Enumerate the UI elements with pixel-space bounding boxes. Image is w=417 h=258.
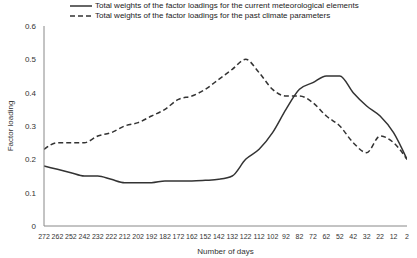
svg-text:2: 2 [405, 233, 409, 240]
svg-text:Factor loading: Factor loading [8, 101, 15, 152]
svg-text:192: 192 [146, 233, 158, 240]
svg-text:222: 222 [105, 233, 117, 240]
svg-text:0.6: 0.6 [25, 22, 37, 31]
svg-text:182: 182 [159, 233, 171, 240]
svg-text:52: 52 [336, 233, 344, 240]
svg-text:242: 242 [78, 233, 90, 240]
svg-text:0.1: 0.1 [25, 189, 37, 198]
svg-text:102: 102 [267, 233, 279, 240]
svg-text:0: 0 [32, 222, 37, 231]
svg-text:12: 12 [390, 233, 398, 240]
svg-text:162: 162 [186, 233, 198, 240]
svg-text:Number of days: Number of days [197, 247, 253, 256]
svg-text:22: 22 [376, 233, 384, 240]
svg-text:252: 252 [65, 233, 77, 240]
html-text:Total weights of the factor lo: Total weights of the factor loadings for… [95, 11, 331, 20]
svg-text:112: 112 [254, 233, 265, 240]
svg-text:72: 72 [309, 233, 317, 240]
svg-text:62: 62 [322, 233, 330, 240]
svg-text:212: 212 [119, 233, 131, 240]
svg-text:82: 82 [296, 233, 304, 240]
svg-text:202: 202 [132, 233, 144, 240]
svg-text:272: 272 [38, 233, 50, 240]
html-text:Total weights of the factor lo: Total weights of the factor loadings for… [95, 1, 359, 10]
svg-text:152: 152 [199, 233, 211, 240]
svg-text:262: 262 [52, 233, 64, 240]
svg-text:0.5: 0.5 [25, 55, 37, 64]
svg-text:0.3: 0.3 [25, 122, 37, 131]
svg-text:0.2: 0.2 [25, 155, 37, 164]
svg-text:0.4: 0.4 [25, 89, 37, 98]
svg-text:122: 122 [240, 233, 252, 240]
svg-text:172: 172 [173, 233, 185, 240]
svg-text:32: 32 [363, 233, 371, 240]
svg-text:92: 92 [282, 233, 290, 240]
svg-text:232: 232 [92, 233, 104, 240]
svg-text:42: 42 [349, 233, 357, 240]
svg-text:142: 142 [213, 233, 225, 240]
svg-text:132: 132 [226, 233, 238, 240]
